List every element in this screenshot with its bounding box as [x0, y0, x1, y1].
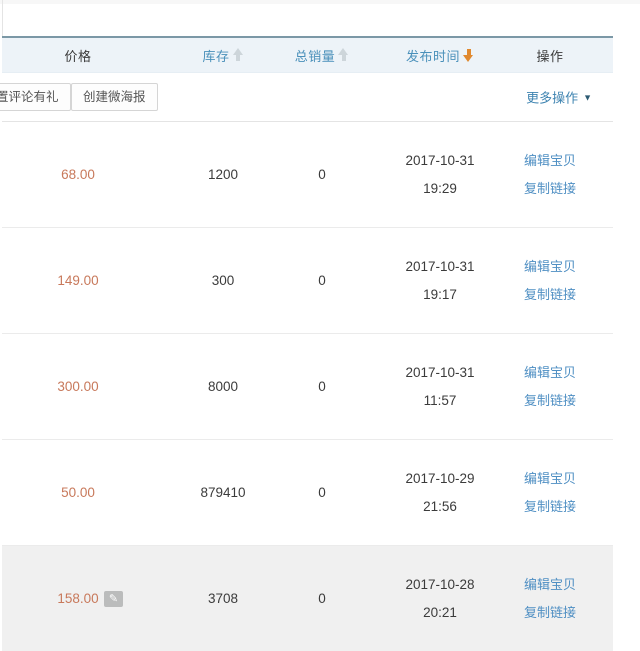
publish-clock: 11:57	[423, 392, 457, 408]
table-row: 158.00 ✎ 3708 0 2017-10-28 20:21 编辑宝贝复制链接	[2, 545, 613, 651]
more-actions-dropdown[interactable]: 更多操作 ▼	[526, 88, 592, 107]
stock-cell: 8000	[207, 379, 239, 394]
publish-time-cell: 2017-10-29 21:56	[368, 440, 512, 545]
column-label: 库存	[202, 48, 230, 64]
publish-date: 2017-10-28	[405, 576, 475, 592]
publish-time-cell: 2017-10-31 11:57	[368, 334, 512, 439]
column-header-date[interactable]: 发布时间	[368, 38, 512, 72]
sales-cell: 0	[318, 485, 326, 500]
table-body: 68.00 1200 0 2017-10-31 19:29 编辑宝贝 复制链接 149.00 3…	[2, 122, 613, 651]
sort-up-icon	[338, 48, 349, 62]
price-cell: 50.00	[61, 485, 95, 500]
edit-item-link[interactable]: 编辑宝贝	[523, 470, 576, 486]
publish-date: 2017-10-31	[405, 258, 475, 274]
sort-up-icon	[232, 48, 244, 62]
review-reward-button[interactable]: 置评论有礼	[0, 83, 71, 111]
publish-date: 2017-10-31	[405, 364, 475, 380]
column-header-sales[interactable]: 总销量	[274, 38, 370, 72]
edit-item-link[interactable]: 编辑宝贝	[523, 576, 576, 592]
column-header-price: 价格	[24, 38, 132, 72]
stock-cell: 300	[211, 273, 235, 288]
table-header-row: 价格 库存 总销量 发布时间 操作	[2, 36, 613, 73]
create-micro-poster-button[interactable]: 创建微海报	[71, 83, 158, 111]
copy-link-link[interactable]: 复制链接	[523, 498, 576, 514]
publish-time-cell: 2017-10-28 20:21	[368, 546, 512, 651]
toolbar: 更多操作 ▼ 置评论有礼 创建微海报	[0, 73, 613, 122]
edit-price-icon[interactable]: ✎	[104, 590, 123, 607]
stock-cell: 1200	[207, 167, 239, 182]
column-label: 发布时间	[405, 48, 460, 64]
ops-cell: 编辑宝贝 复制链接	[508, 228, 592, 333]
stock-cell: 879410	[200, 485, 246, 500]
publish-clock: 21:56	[423, 498, 457, 514]
column-label: 操作	[536, 48, 564, 64]
copy-link-link[interactable]: 复制链接	[523, 604, 576, 620]
stock-cell: 3708	[207, 591, 239, 606]
sort-down-icon	[463, 48, 474, 62]
caret-down-icon: ▼	[583, 92, 592, 102]
publish-date: 2017-10-31	[405, 152, 475, 168]
publish-clock: 19:29	[423, 180, 457, 196]
table-row: 50.00 879410 0 2017-10-29 21:56 编辑宝贝复制链接	[2, 439, 613, 545]
edit-item-link[interactable]: 编辑宝贝	[523, 258, 576, 274]
publish-date: 2017-10-29	[405, 470, 475, 486]
price-cell: 158.00 ✎	[24, 546, 132, 651]
copy-link-link[interactable]: 复制链接	[523, 392, 576, 408]
publish-time-cell: 2017-10-31 19:29	[368, 122, 512, 227]
price-cell: 149.00	[57, 273, 99, 288]
column-label: 价格	[64, 48, 92, 64]
edit-item-link[interactable]: 编辑宝贝	[523, 152, 576, 168]
price-cell: 300.00	[57, 379, 99, 394]
sales-cell: 0	[318, 591, 326, 606]
column-header-stock[interactable]: 库存	[148, 38, 298, 72]
table-row: 300.00 8000 0 2017-10-31 11:57 编辑宝贝复制链接	[2, 333, 613, 439]
top-edge-strip	[0, 0, 640, 4]
edit-item-link[interactable]: 编辑宝贝	[523, 364, 576, 380]
ops-cell: 编辑宝贝 复制链接	[508, 440, 592, 545]
publish-time-cell: 2017-10-31 19:17	[368, 228, 512, 333]
sales-cell: 0	[318, 273, 326, 288]
publish-clock: 20:21	[423, 604, 457, 620]
left-border-line	[2, 0, 3, 36]
copy-link-link[interactable]: 复制链接	[523, 180, 576, 196]
sales-cell: 0	[318, 379, 326, 394]
product-table-panel: 价格 库存 总销量 发布时间 操作 更多操作 ▼ 置评论有礼 创建微海报 68.00 120…	[0, 36, 613, 651]
table-row: 149.00 300 0 2017-10-31 19:17 编辑宝贝复制链接	[2, 227, 613, 333]
sales-cell: 0	[318, 167, 326, 182]
ops-cell: 编辑宝贝 复制链接	[508, 122, 592, 227]
copy-link-link[interactable]: 复制链接	[523, 286, 576, 302]
more-actions-label: 更多操作	[526, 90, 579, 106]
publish-clock: 19:17	[423, 286, 457, 302]
table-row: 68.00 1200 0 2017-10-31 19:29 编辑宝贝复制链接	[2, 122, 613, 227]
ops-cell: 编辑宝贝 复制链接	[508, 546, 592, 651]
column-header-ops: 操作	[508, 38, 592, 72]
column-label: 总销量	[294, 48, 336, 64]
ops-cell: 编辑宝贝 复制链接	[508, 334, 592, 439]
price-cell: 68.00	[61, 167, 95, 182]
